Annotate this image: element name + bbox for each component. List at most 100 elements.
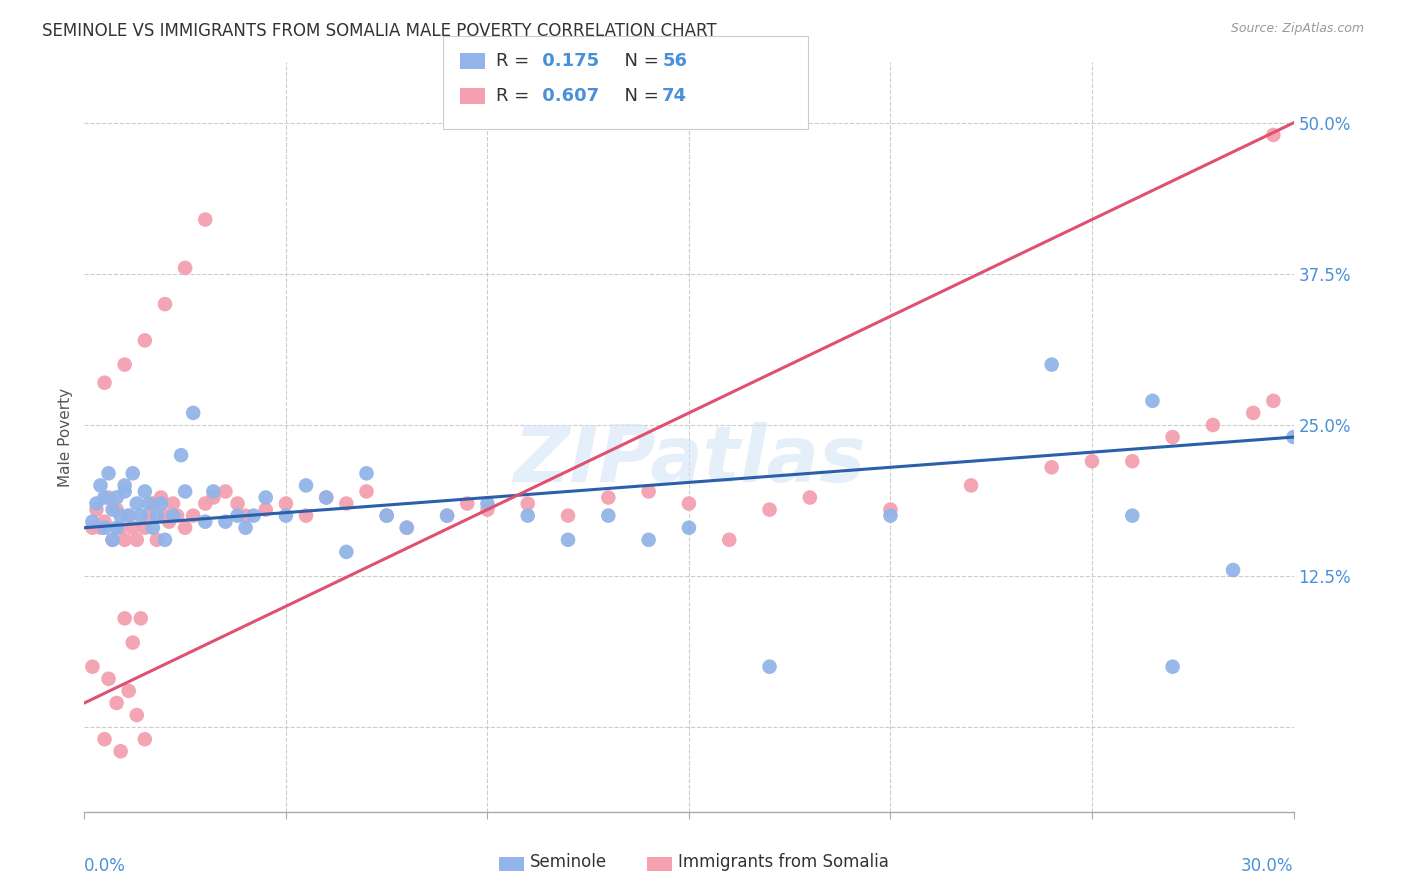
Point <box>1161 430 1184 444</box>
Text: 0.607: 0.607 <box>536 87 599 105</box>
Point <box>93 491 115 505</box>
Point <box>194 497 217 511</box>
Point <box>879 502 901 516</box>
Point <box>202 484 225 499</box>
Text: SEMINOLE VS IMMIGRANTS FROM SOMALIA MALE POVERTY CORRELATION CHART: SEMINOLE VS IMMIGRANTS FROM SOMALIA MALE… <box>42 22 717 40</box>
Point <box>121 635 143 649</box>
Point <box>129 611 152 625</box>
Point <box>114 533 136 547</box>
Point <box>375 508 398 523</box>
Text: Immigrants from Somalia: Immigrants from Somalia <box>678 853 889 871</box>
Point <box>153 533 176 547</box>
Point <box>114 358 136 372</box>
Point <box>93 732 115 747</box>
Point <box>395 521 418 535</box>
Point <box>214 484 236 499</box>
Text: N =: N = <box>613 87 665 105</box>
Point <box>93 515 115 529</box>
Point <box>1241 406 1264 420</box>
Point <box>129 508 152 523</box>
Point <box>134 484 156 499</box>
Point <box>799 491 821 505</box>
Point <box>637 484 659 499</box>
Point <box>118 508 141 523</box>
Point <box>121 521 143 535</box>
Point <box>118 684 141 698</box>
Point <box>598 491 620 505</box>
Point <box>174 484 197 499</box>
Point <box>134 334 156 348</box>
Point <box>125 708 148 723</box>
Point <box>118 508 141 523</box>
Point <box>254 491 277 505</box>
Point <box>146 533 169 547</box>
Point <box>101 533 124 547</box>
Point <box>557 533 579 547</box>
Point <box>335 545 357 559</box>
Point <box>181 508 204 523</box>
Point <box>1202 417 1225 432</box>
Text: 0.0%: 0.0% <box>84 856 127 875</box>
Point <box>356 484 378 499</box>
Point <box>86 502 108 516</box>
Point <box>89 521 111 535</box>
Point <box>315 491 337 505</box>
Point <box>598 508 620 523</box>
Point <box>114 484 136 499</box>
Point <box>1040 460 1063 475</box>
Point <box>516 508 538 523</box>
Point <box>114 611 136 625</box>
Point <box>1161 659 1184 673</box>
Text: ZIPatlas: ZIPatlas <box>513 422 865 498</box>
Point <box>194 515 217 529</box>
Text: Seminole: Seminole <box>530 853 607 871</box>
Point <box>758 502 780 516</box>
Point <box>86 497 108 511</box>
Point <box>295 508 318 523</box>
Point <box>162 508 184 523</box>
Point <box>105 521 128 535</box>
Point <box>1121 454 1143 468</box>
Point <box>456 497 478 511</box>
Point <box>121 467 143 481</box>
Point <box>235 521 257 535</box>
Point <box>82 521 104 535</box>
Point <box>242 508 264 523</box>
Point <box>960 478 983 492</box>
Point <box>97 491 120 505</box>
Point <box>166 508 188 523</box>
Point <box>134 732 156 747</box>
Point <box>516 497 538 511</box>
Point <box>170 448 193 462</box>
Point <box>226 497 249 511</box>
Point <box>82 659 104 673</box>
Point <box>436 508 458 523</box>
Point <box>142 497 165 511</box>
Point <box>110 508 132 523</box>
Point <box>174 260 197 275</box>
Point <box>718 533 741 547</box>
Point <box>1222 563 1244 577</box>
Point <box>1263 393 1285 408</box>
Point <box>174 521 197 535</box>
Point <box>134 521 156 535</box>
Text: R =: R = <box>496 52 536 70</box>
Point <box>1282 430 1305 444</box>
Point <box>436 508 458 523</box>
Point <box>202 491 225 505</box>
Point <box>146 508 169 523</box>
Point <box>93 376 115 390</box>
Point <box>110 521 132 535</box>
Point <box>1121 508 1143 523</box>
Point <box>97 467 120 481</box>
Point <box>375 508 398 523</box>
Point <box>637 533 659 547</box>
Point <box>89 478 111 492</box>
Point <box>110 744 132 758</box>
Point <box>315 491 337 505</box>
Point <box>678 521 700 535</box>
Point <box>1081 454 1104 468</box>
Point <box>125 497 148 511</box>
Point <box>678 497 700 511</box>
Point <box>194 212 217 227</box>
